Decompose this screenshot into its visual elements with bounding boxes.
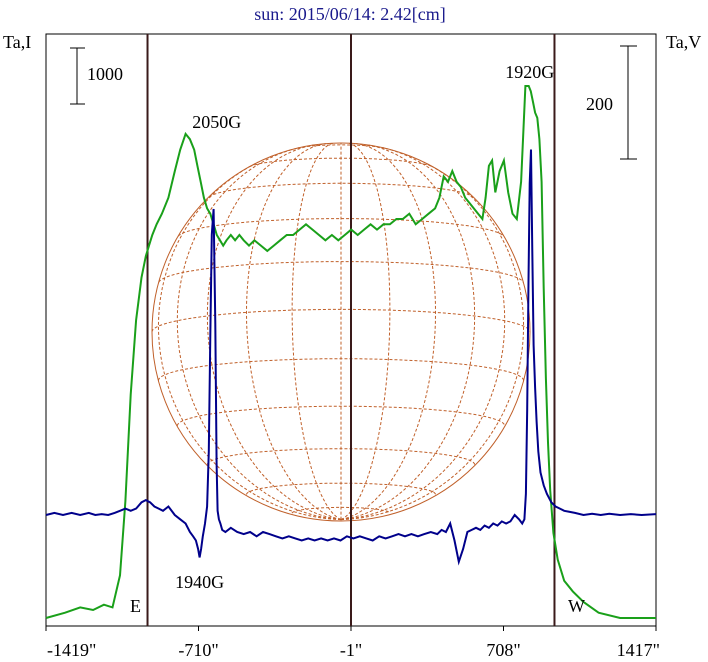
latitude-gridline (177, 218, 505, 237)
x-axis-ticks: -1419" -710" -1" 708" 1417" (45, 626, 660, 660)
longitude-gridline (340, 143, 437, 521)
x-tick-label: -1" (340, 640, 362, 660)
x-tick-label: 708" (486, 640, 520, 660)
longitude-gridline (340, 147, 506, 521)
stokes-v-series (45, 149, 657, 566)
annotation-label: 2050G (192, 112, 241, 132)
latitude-gridline (291, 506, 391, 514)
scale-bar-right-label: 200 (586, 94, 613, 114)
scale-bar-right (620, 45, 637, 160)
stokes-v-line (45, 149, 657, 566)
annotations: 2050G 1940G 1920G (175, 62, 554, 592)
solar-disk-grid (151, 142, 531, 522)
limb-markers (146, 34, 556, 626)
annotation-label: 1920G (505, 62, 554, 82)
longitude-gridline (340, 161, 525, 521)
left-axis-label: Ta,I (3, 32, 31, 52)
scale-bar-left (70, 47, 85, 105)
limb-label-east: E (130, 596, 141, 616)
x-tick-label: -710" (178, 640, 218, 660)
x-tick-label: 1417" (617, 640, 660, 660)
right-axis-label: Ta,V (666, 32, 701, 52)
annotation-label: 1940G (175, 572, 224, 592)
latitude-gridline (176, 405, 506, 426)
longitude-gridline (206, 144, 342, 521)
chart-title: sun: 2015/06/14: 2.42[cm] (254, 4, 446, 24)
stokes-i-series (45, 85, 656, 619)
limb-label-west: W (568, 596, 585, 616)
x-tick-label: -1419" (47, 640, 96, 660)
longitude-gridline (245, 143, 342, 521)
longitude-gridline (291, 142, 342, 521)
stokes-i-line (45, 85, 656, 619)
longitude-gridline (340, 144, 476, 521)
longitude-gridline (157, 161, 342, 521)
latitude-gridline (208, 182, 474, 198)
longitude-gridline (176, 147, 342, 521)
scale-bar-left-label: 1000 (87, 64, 123, 84)
longitude-gridline (340, 142, 391, 521)
